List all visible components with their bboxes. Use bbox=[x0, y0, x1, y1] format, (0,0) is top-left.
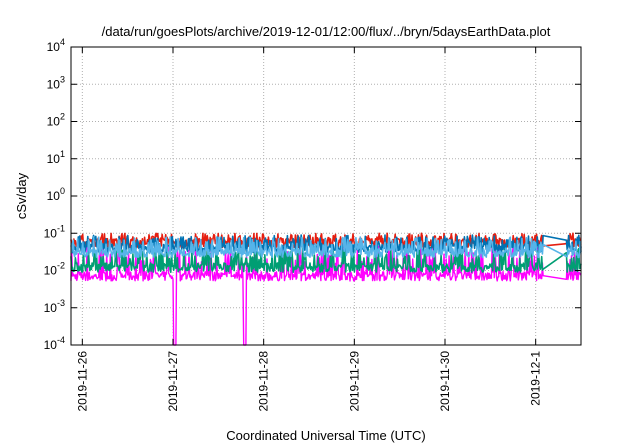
x-tick-label: 2019-11-28 bbox=[257, 351, 271, 412]
y-tick-label: 10-4 bbox=[44, 335, 65, 352]
y-tick-label: 10-2 bbox=[44, 261, 65, 278]
y-tick-label: 103 bbox=[47, 74, 65, 91]
x-axis-label: Coordinated Universal Time (UTC) bbox=[226, 428, 425, 443]
series-line-2 bbox=[70, 247, 582, 274]
y-tick-label: 101 bbox=[47, 149, 65, 166]
y-tick-label: 100 bbox=[47, 186, 65, 203]
x-tick-label: 2019-11-29 bbox=[347, 351, 361, 412]
chart-title: /data/run/goesPlots/archive/2019-12-01/1… bbox=[102, 24, 551, 39]
series-lines bbox=[70, 232, 582, 346]
y-axis-label: cSv/day bbox=[14, 172, 29, 219]
y-tick-label: 104 bbox=[47, 37, 65, 54]
series-line-5 bbox=[70, 236, 582, 259]
x-tick-label: 2019-12-1 bbox=[529, 351, 543, 406]
axes: 10-4 10-3 10-2 10-1 100 101 102 103 104 2019-11-2… bbox=[44, 37, 581, 412]
x-tick-label: 2019-11-26 bbox=[75, 351, 89, 412]
grid-lines bbox=[71, 47, 581, 345]
x-tick-label: 2019-11-30 bbox=[438, 351, 452, 412]
x-tick-label: 2019-11-27 bbox=[166, 351, 180, 412]
y-tick-label: 102 bbox=[47, 112, 65, 129]
y-tick-label: 10-1 bbox=[44, 223, 65, 240]
series-line-1 bbox=[70, 243, 582, 346]
y-tick-label: 10-3 bbox=[44, 298, 65, 315]
